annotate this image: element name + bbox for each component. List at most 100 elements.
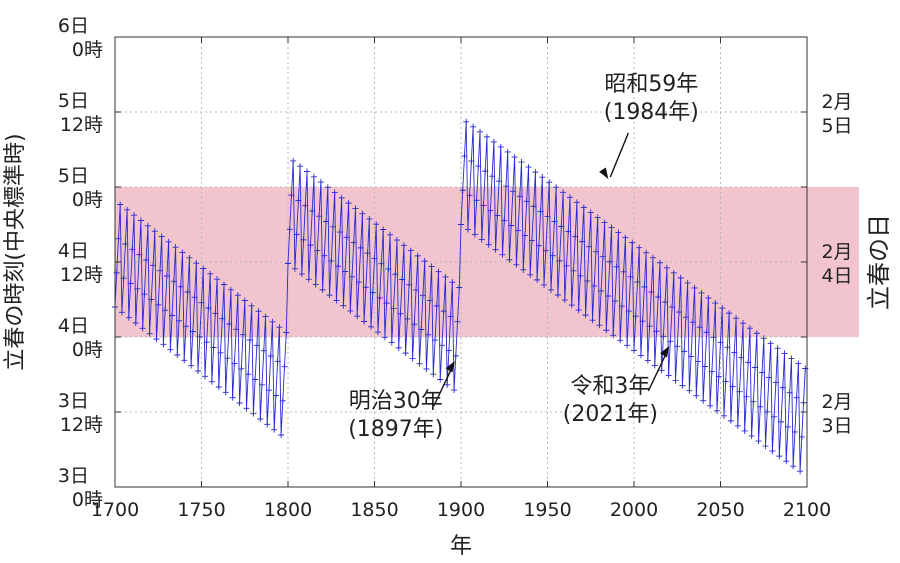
- data-point: [120, 275, 127, 282]
- data-point: [286, 226, 293, 233]
- data-point: [402, 350, 409, 357]
- data-point: [203, 339, 210, 346]
- data-point: [771, 413, 778, 420]
- data-point: [177, 283, 184, 290]
- data-point: [248, 302, 255, 309]
- data-point: [772, 379, 779, 386]
- data-point: [459, 187, 466, 194]
- data-point: [146, 330, 153, 337]
- data-point: [162, 307, 169, 314]
- data-point: [762, 443, 769, 450]
- data-point: [143, 257, 150, 263]
- annotation-year: (1984年): [604, 100, 699, 125]
- data-point: [196, 333, 203, 340]
- data-point: [338, 194, 345, 201]
- data-point: [625, 308, 632, 315]
- data-point: [748, 432, 755, 439]
- data-point: [663, 264, 670, 271]
- data-point: [361, 318, 368, 325]
- annotation-arrow-head: [660, 346, 670, 358]
- data-point: [179, 249, 186, 256]
- data-point: [451, 387, 458, 394]
- series-layer: [112, 118, 809, 475]
- data-point: [760, 335, 767, 342]
- data-point: [131, 212, 138, 219]
- y-tick-label-day: 5日: [58, 165, 89, 187]
- data-point: [452, 352, 459, 359]
- data-point: [425, 331, 432, 338]
- data-point: [297, 163, 304, 170]
- data-point: [463, 118, 470, 125]
- data-point: [245, 371, 252, 378]
- y-tick-label-hour: 0時: [72, 489, 103, 511]
- data-point: [561, 297, 568, 304]
- data-point: [220, 281, 227, 288]
- data-point: [393, 237, 400, 244]
- data-point: [184, 289, 191, 295]
- data-point: [565, 228, 572, 235]
- data-point: [326, 292, 333, 299]
- data-point: [523, 198, 530, 205]
- data-point: [243, 405, 250, 412]
- y-tick-label-hour: 12時: [60, 264, 103, 286]
- data-point: [563, 262, 570, 269]
- data-point: [696, 324, 703, 331]
- data-point: [675, 309, 682, 316]
- data-point: [746, 325, 753, 332]
- data-point: [198, 299, 205, 306]
- data-point: [641, 283, 648, 290]
- data-point: [592, 248, 599, 255]
- data-point: [629, 239, 636, 246]
- data-point: [544, 213, 551, 220]
- data-point: [383, 300, 390, 307]
- data-point: [639, 318, 646, 325]
- data-point: [637, 352, 644, 359]
- annotations: 明治30年 (1897年) 昭和59年 (1984年) 令和3年 (2021年): [348, 72, 699, 442]
- data-point: [622, 234, 629, 241]
- data-point: [537, 208, 544, 215]
- data-point: [734, 422, 741, 429]
- data-point: [496, 178, 503, 185]
- data-point: [418, 326, 425, 333]
- data-point: [586, 243, 593, 250]
- data-point: [440, 308, 447, 315]
- data-point: [579, 238, 586, 245]
- data-point: [736, 388, 743, 395]
- data-point: [605, 292, 612, 299]
- data-point: [414, 252, 421, 259]
- data-point: [172, 244, 179, 251]
- data-point: [708, 368, 715, 375]
- data-point: [674, 343, 681, 350]
- data-point: [726, 310, 733, 317]
- data-point: [769, 448, 776, 455]
- data-point: [345, 200, 352, 207]
- data-point: [541, 281, 548, 288]
- data-point: [577, 272, 584, 279]
- data-point: [679, 382, 686, 389]
- data-point: [546, 179, 553, 186]
- data-point: [158, 233, 165, 240]
- data-point: [655, 294, 662, 301]
- data-point: [506, 256, 513, 263]
- data-point: [520, 266, 527, 273]
- data-point: [542, 247, 549, 254]
- data-point: [497, 143, 504, 150]
- data-point: [501, 217, 508, 224]
- data-point: [757, 403, 764, 410]
- data-point: [328, 257, 335, 264]
- data-point: [222, 389, 229, 396]
- data-point: [205, 305, 212, 311]
- data-point: [362, 284, 369, 291]
- data-point: [458, 221, 464, 228]
- data-point: [556, 257, 563, 264]
- data-point: [530, 203, 537, 210]
- x-tick-label: 1950: [523, 499, 571, 521]
- data-point: [781, 350, 788, 357]
- annotation-label: 明治30年: [349, 389, 443, 414]
- data-point: [350, 239, 357, 246]
- data-point: [447, 313, 454, 320]
- data-point: [667, 338, 674, 345]
- data-point: [798, 433, 805, 440]
- x-tick-label: 1850: [350, 499, 398, 521]
- data-point: [160, 341, 167, 348]
